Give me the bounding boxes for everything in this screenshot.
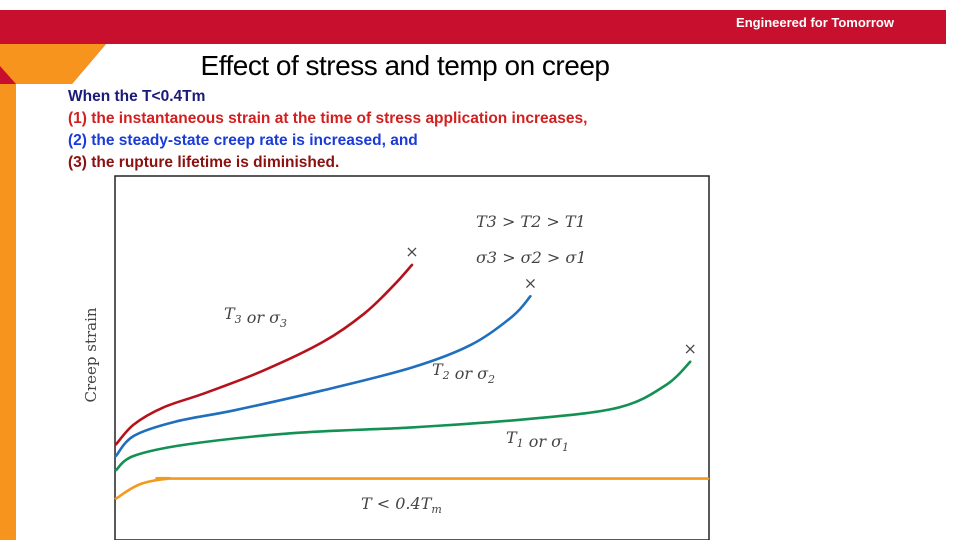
y-axis-label: Creep strain xyxy=(82,307,100,402)
header-orange-accent xyxy=(0,44,106,84)
series-layer: × × × xyxy=(114,242,710,500)
point-creep-rate: (2) the steady-state creep rate is incre… xyxy=(68,132,418,149)
plot-frame xyxy=(114,175,710,540)
creep-strain-chart: Creep strain T3 > T2 > T1 σ3 > σ2 > σ1 ×… xyxy=(82,175,710,540)
rupture-marker-2: × xyxy=(524,273,537,292)
series-label-1: T3 or σ3 xyxy=(224,304,287,330)
series-label-2: T2 or σ2 xyxy=(432,360,495,386)
point-instantaneous-strain: (1) the instantaneous strain at the time… xyxy=(68,110,588,127)
series-line-1 xyxy=(114,263,414,446)
header-red-banner xyxy=(0,10,946,84)
bullet-points: When the T<0.4Tm (1) the instantaneous s… xyxy=(68,86,587,174)
sidebar-orange-strip xyxy=(0,84,16,540)
series-line-3 xyxy=(114,360,692,472)
point-condition: When the T<0.4Tm xyxy=(68,88,206,105)
series-label-3: T1 or σ1 xyxy=(506,428,569,454)
point-rupture-lifetime: (3) the rupture lifetime is diminished. xyxy=(68,154,340,171)
annotation-stress-order: σ3 > σ2 > σ1 xyxy=(476,248,586,267)
slide-title: Effect of stress and temp on creep xyxy=(200,50,610,81)
rupture-marker-3: × xyxy=(684,339,697,358)
series-line-4 xyxy=(114,476,710,500)
annotation-temperature-order: T3 > T2 > T1 xyxy=(476,212,586,231)
series-label-4: T < 0.4Tm xyxy=(361,494,442,516)
series-line-2 xyxy=(114,295,532,458)
series-label-layer: T3 or σ3 T2 or σ2 T1 or σ1 T < 0.4Tm xyxy=(224,304,569,516)
header-tagline: Engineered for Tomorrow xyxy=(736,15,894,30)
rupture-marker-1: × xyxy=(405,242,418,261)
